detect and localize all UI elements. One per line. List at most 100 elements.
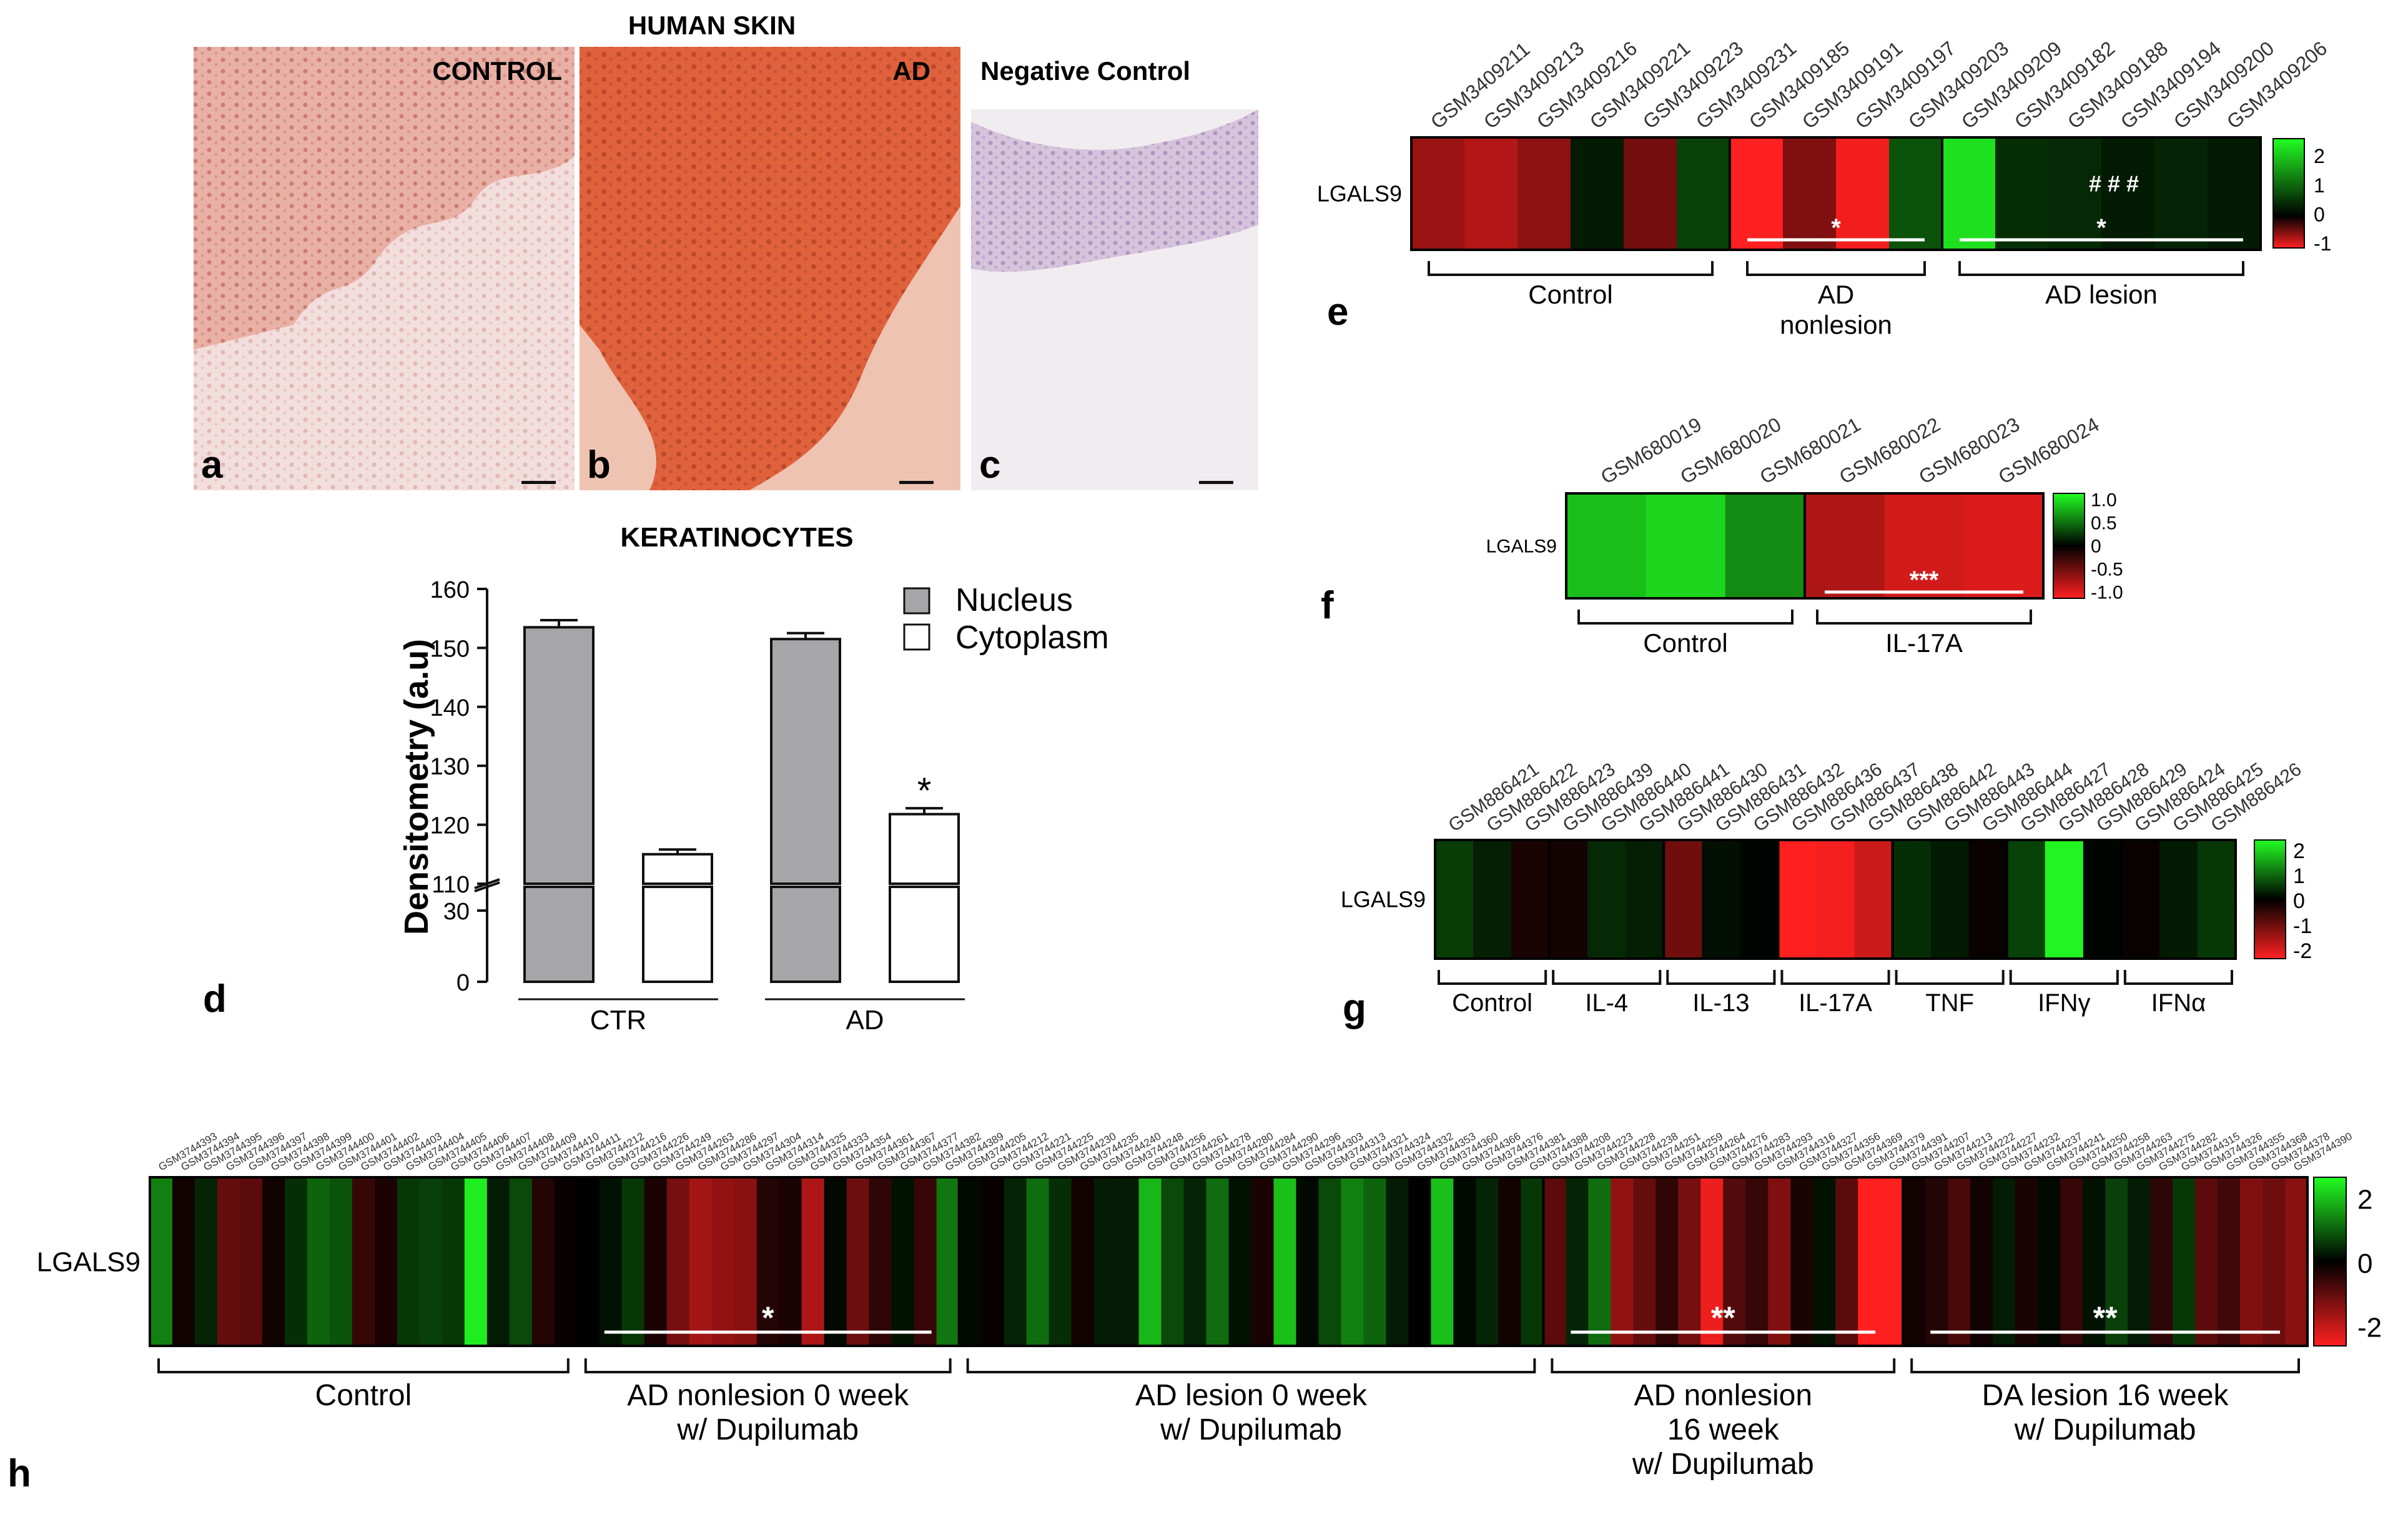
heatmap-cell <box>1664 840 1702 959</box>
axis-break-mark <box>474 881 500 892</box>
y-tick-label: 110 <box>432 872 470 898</box>
panel-d-ylabel: Densitometry (a.u) <box>398 639 435 935</box>
panel-letter-a: a <box>201 443 223 487</box>
heatmap-cell <box>1884 493 1965 598</box>
heatmap-cell <box>1835 1177 1858 1346</box>
heatmap-cell <box>1549 840 1588 959</box>
heatmap-cell <box>1813 1177 1836 1346</box>
heatmap-h: LGALS9GSM3744393GSM3744394GSM3744395GSM3… <box>37 1130 2354 1481</box>
group-label: Control <box>315 1379 412 1412</box>
heatmap-cell <box>150 1177 173 1346</box>
heatmap-cell <box>1730 137 1784 250</box>
heatmap-cell <box>1453 1177 1476 1346</box>
heatmap-cell <box>1183 1177 1207 1346</box>
group-label: 16 week <box>1667 1413 1780 1446</box>
heatmap-cell <box>1816 840 1855 959</box>
scale-tick-label: -2 <box>2357 1312 2382 1343</box>
scale-tick-label: -1 <box>2314 232 2331 255</box>
y-tick-label: 0 <box>456 970 470 996</box>
heatmap-cell <box>1588 1177 1611 1346</box>
heatmap-frame <box>149 1176 2309 1347</box>
group-label: nonlesion <box>1780 310 1892 340</box>
group-bracket <box>1910 1358 2300 1373</box>
scale-tick-label: 0 <box>2357 1248 2372 1279</box>
heatmap-cell <box>1778 840 1817 959</box>
heatmap-cell <box>2048 137 2102 250</box>
group-label: IL-17A <box>1885 628 1963 658</box>
panel-letter-g: g <box>1343 987 1366 1030</box>
heatmap-cell <box>779 1177 802 1346</box>
heatmap-cell <box>734 1177 757 1346</box>
heatmap-cell <box>1836 137 1890 250</box>
panel-label-ad: AD <box>892 56 930 86</box>
significance-star: *** <box>1910 566 1939 594</box>
heatmap-cell <box>2015 1177 2038 1346</box>
heatmap-cell <box>1740 840 1779 959</box>
heatmap-cell <box>352 1177 375 1346</box>
bar-nucleus-ctr-lower <box>523 886 595 983</box>
bar-cytoplasm-ad-lower <box>889 886 960 983</box>
scale-tick-label: 2 <box>2293 839 2305 863</box>
group-bracket <box>157 1358 570 1373</box>
heatmap-cell <box>2006 840 2046 959</box>
group-bracket <box>1577 610 1794 625</box>
heatmap-cell <box>1206 1177 1230 1346</box>
heatmap-cell <box>711 1177 735 1346</box>
scale-tick-label: -0.5 <box>2091 560 2123 580</box>
heatmap-cell <box>1968 840 2008 959</box>
heatmap-cell <box>1476 1177 1499 1346</box>
group-bracket <box>1552 970 1662 985</box>
bar-cytoplasm-ad-upper <box>889 813 960 886</box>
heatmap-cell <box>2150 1177 2173 1346</box>
heatmap-cell <box>2240 1177 2263 1346</box>
heatmap-cell <box>644 1177 668 1346</box>
scale-bar <box>1199 481 1233 484</box>
group-label: w/ Dupilumab <box>2014 1413 2196 1446</box>
group-label: TNF <box>1925 989 1974 1017</box>
color-scale-g-ticks: 210-1-2 <box>2293 839 2312 963</box>
heatmap-cell <box>621 1177 645 1346</box>
color-scale-f <box>2053 493 2085 599</box>
heatmap-cell <box>824 1177 847 1346</box>
color-scale-h <box>2313 1177 2347 1347</box>
bar-nucleus-ctr-upper <box>523 626 595 885</box>
heatmap-cell <box>2083 840 2122 959</box>
heatmap-cell <box>1273 1177 1297 1346</box>
panel-letter-h: h <box>7 1452 31 1495</box>
heatmap-cell <box>1498 1177 1521 1346</box>
group-bracket <box>584 1358 952 1373</box>
heatmap-g: LGALS9GSM886421GSM886422GSM886423GSM8864… <box>1341 759 2306 1017</box>
group-label: w/ Dupilumab <box>676 1413 859 1446</box>
panel-label-negative-control: Negative Control <box>980 56 1190 86</box>
heatmap-cell <box>1633 1177 1656 1346</box>
heatmap-cell <box>1942 137 1996 250</box>
heatmap-cell <box>1805 493 1885 598</box>
group-label: IFNα <box>2151 989 2206 1017</box>
heatmap-cell <box>1473 840 1512 959</box>
panel-letter-c: c <box>979 443 1000 487</box>
heatmap-cell <box>1702 840 1740 959</box>
bar-cytoplasm-ctr-lower <box>642 886 713 983</box>
heatmap-cell <box>1963 493 2044 598</box>
group-bracket <box>1438 970 1547 985</box>
heatmap-cell <box>1892 840 1932 959</box>
group-label: AD nonlesion 0 week <box>627 1379 909 1412</box>
heatmap-cell <box>1745 1177 1769 1346</box>
group-bracket <box>1746 261 1926 276</box>
heatmap-cell <box>666 1177 690 1346</box>
heatmap-cell <box>2105 1177 2128 1346</box>
bar-cytoplasm-ctr-upper <box>642 852 713 886</box>
heatmap-cell <box>239 1177 263 1346</box>
heatmap-cell <box>1464 137 1518 250</box>
bar-nucleus-ad-lower <box>770 886 841 983</box>
heatmap-cell <box>531 1177 555 1346</box>
heatmap-cell <box>1517 137 1571 250</box>
group-label: IFNγ <box>2038 989 2090 1017</box>
heatmap-cell <box>329 1177 353 1346</box>
group-label: IL-4 <box>1585 989 1628 1017</box>
heatmap-cell <box>1571 137 1624 250</box>
scale-tick-label: 2 <box>2357 1184 2372 1215</box>
heatmap-cell <box>1408 1177 1432 1346</box>
scale-tick-label: 1.0 <box>2091 490 2117 511</box>
